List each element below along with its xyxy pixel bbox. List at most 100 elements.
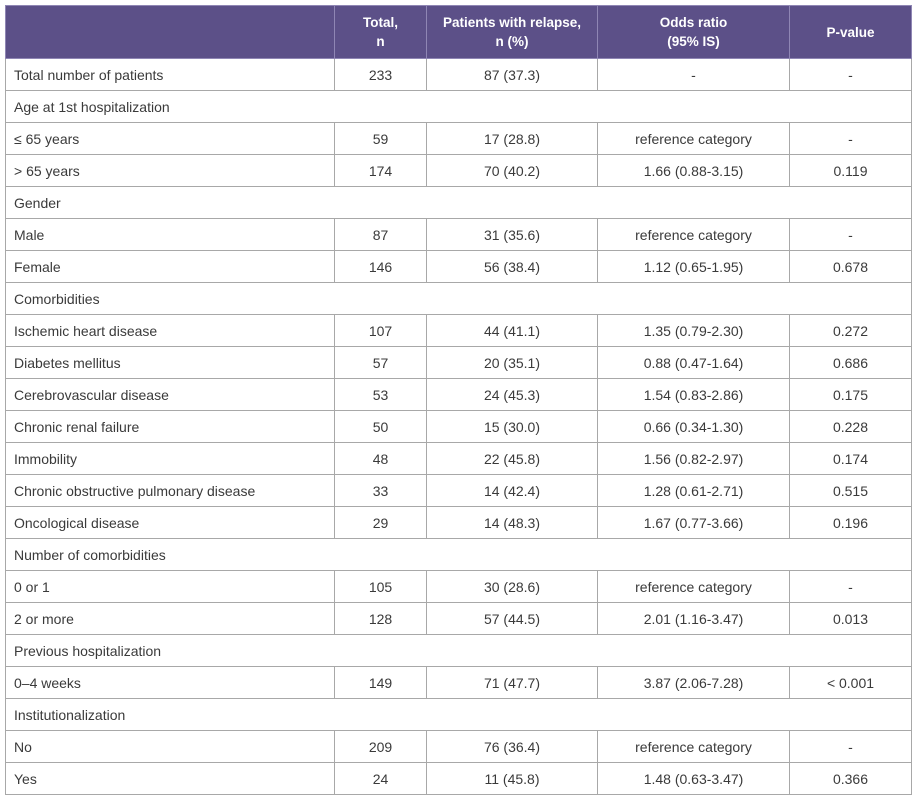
total-cell: 233 [334, 58, 427, 91]
relapse-cell: 11 (45.8) [426, 762, 598, 795]
odds-ratio-cell: 2.01 (1.16-3.47) [597, 602, 790, 635]
results-table-container: Total, n Patients with relapse, n (%) Od… [5, 5, 912, 795]
table-row: Ischemic heart disease 107 44 (41.1) 1.35 (… [5, 314, 912, 347]
row-label: Diabetes mellitus [5, 346, 335, 379]
total-cell: 29 [334, 506, 427, 539]
total-cell: 33 [334, 474, 427, 507]
total-cell: 105 [334, 570, 427, 603]
odds-ratio-cell: 0.66 (0.34-1.30) [597, 410, 790, 443]
total-cell: 48 [334, 442, 427, 475]
table-body: Total number of patients 233 87 (37.3) - - Ag… [5, 58, 912, 795]
header-variable [5, 5, 335, 59]
group-header-row: Number of comorbidities [5, 538, 912, 571]
p-value-cell: - [789, 218, 912, 251]
relapse-cell: 76 (36.4) [426, 730, 598, 763]
header-odds-ratio-line1: Odds ratio [659, 15, 728, 30]
relapse-cell: 70 (40.2) [426, 154, 598, 187]
relapse-cell: 57 (44.5) [426, 602, 598, 635]
row-label: 2 or more [5, 602, 335, 635]
table-row: ≤ 65 years 59 17 (28.8) reference category - [5, 122, 912, 155]
header-relapse-line1: Patients with relapse, [442, 15, 582, 30]
row-label: > 65 years [5, 154, 335, 187]
total-cell: 50 [334, 410, 427, 443]
table-row: 0–4 weeks 149 71 (47.7) 3.87 (2.06-7.28) < 0… [5, 666, 912, 699]
odds-ratio-cell: 0.88 (0.47-1.64) [597, 346, 790, 379]
p-value-cell: 0.272 [789, 314, 912, 347]
group-label: Comorbidities [5, 282, 912, 315]
total-cell: 53 [334, 378, 427, 411]
odds-ratio-cell: - [597, 58, 790, 91]
group-label: Institutionalization [5, 698, 912, 731]
table-row: 2 or more 128 57 (44.5) 2.01 (1.16-3.47) 0.0… [5, 602, 912, 635]
table-row: > 65 years 174 70 (40.2) 1.66 (0.88-3.15) 0.… [5, 154, 912, 187]
row-label: Total number of patients [5, 58, 335, 91]
relapse-cell: 17 (28.8) [426, 122, 598, 155]
header-total-line2: n [376, 34, 385, 49]
p-value-cell: - [789, 570, 912, 603]
table-row: Immobility 48 22 (45.8) 1.56 (0.82-2.97) 0.1… [5, 442, 912, 475]
group-label: Age at 1st hospitalization [5, 90, 912, 123]
p-value-cell: 0.366 [789, 762, 912, 795]
row-label: Cerebrovascular disease [5, 378, 335, 411]
group-header-row: Institutionalization [5, 698, 912, 731]
total-cell: 57 [334, 346, 427, 379]
table-row: Diabetes mellitus 57 20 (35.1) 0.88 (0.47-1… [5, 346, 912, 379]
total-cell: 149 [334, 666, 427, 699]
odds-ratio-cell: reference category [597, 122, 790, 155]
relapse-cell: 87 (37.3) [426, 58, 598, 91]
group-label: Gender [5, 186, 912, 219]
p-value-cell: < 0.001 [789, 666, 912, 699]
total-cell: 87 [334, 218, 427, 251]
total-cell: 107 [334, 314, 427, 347]
table-row: Cerebrovascular disease 53 24 (45.3) 1.54 (… [5, 378, 912, 411]
group-header-row: Gender [5, 186, 912, 219]
odds-ratio-cell: 1.35 (0.79-2.30) [597, 314, 790, 347]
relapse-cell: 44 (41.1) [426, 314, 598, 347]
group-header-row: Age at 1st hospitalization [5, 90, 912, 123]
relapse-cell: 14 (42.4) [426, 474, 598, 507]
total-cell: 59 [334, 122, 427, 155]
p-value-cell: 0.228 [789, 410, 912, 443]
total-cell: 128 [334, 602, 427, 635]
row-label: Oncological disease [5, 506, 335, 539]
odds-ratio-cell: 1.28 (0.61-2.71) [597, 474, 790, 507]
relapse-cell: 20 (35.1) [426, 346, 598, 379]
group-header-row: Comorbidities [5, 282, 912, 315]
odds-ratio-cell: 1.12 (0.65-1.95) [597, 250, 790, 283]
odds-ratio-cell: 1.48 (0.63-3.47) [597, 762, 790, 795]
odds-ratio-cell: reference category [597, 570, 790, 603]
odds-ratio-cell: 1.56 (0.82-2.97) [597, 442, 790, 475]
table-row: Total number of patients 233 87 (37.3) - - [5, 58, 912, 91]
row-label: Chronic renal failure [5, 410, 335, 443]
table-row: Oncological disease 29 14 (48.3) 1.67 (0.77… [5, 506, 912, 539]
relapse-odds-table: Total, n Patients with relapse, n (%) Od… [5, 5, 912, 795]
odds-ratio-cell: 1.54 (0.83-2.86) [597, 378, 790, 411]
header-total-line1: Total, [363, 15, 398, 30]
p-value-cell: 0.119 [789, 154, 912, 187]
header-p-value: P-value [789, 5, 912, 59]
relapse-cell: 31 (35.6) [426, 218, 598, 251]
table-row: Chronic renal failure 50 15 (30.0) 0.66 (0.… [5, 410, 912, 443]
row-label: Chronic obstructive pulmonary disease [5, 474, 335, 507]
p-value-cell: 0.678 [789, 250, 912, 283]
p-value-cell: 0.515 [789, 474, 912, 507]
total-cell: 174 [334, 154, 427, 187]
header-row: Total, n Patients with relapse, n (%) Od… [5, 5, 912, 59]
header-relapse: Patients with relapse, n (%) [426, 5, 598, 59]
table-row: Yes 24 11 (45.8) 1.48 (0.63-3.47) 0.366 [5, 762, 912, 795]
table-header: Total, n Patients with relapse, n (%) Od… [5, 5, 912, 59]
p-value-cell: 0.174 [789, 442, 912, 475]
header-relapse-line2: n (%) [495, 34, 529, 49]
relapse-cell: 15 (30.0) [426, 410, 598, 443]
p-value-cell: - [789, 122, 912, 155]
total-cell: 146 [334, 250, 427, 283]
row-label: 0 or 1 [5, 570, 335, 603]
row-label: Female [5, 250, 335, 283]
table-row: Female 146 56 (38.4) 1.12 (0.65-1.95) 0.678 [5, 250, 912, 283]
row-label: Yes [5, 762, 335, 795]
odds-ratio-cell: reference category [597, 218, 790, 251]
row-label: Immobility [5, 442, 335, 475]
odds-ratio-cell: 1.67 (0.77-3.66) [597, 506, 790, 539]
p-value-cell: - [789, 730, 912, 763]
group-label: Previous hospitalization [5, 634, 912, 667]
